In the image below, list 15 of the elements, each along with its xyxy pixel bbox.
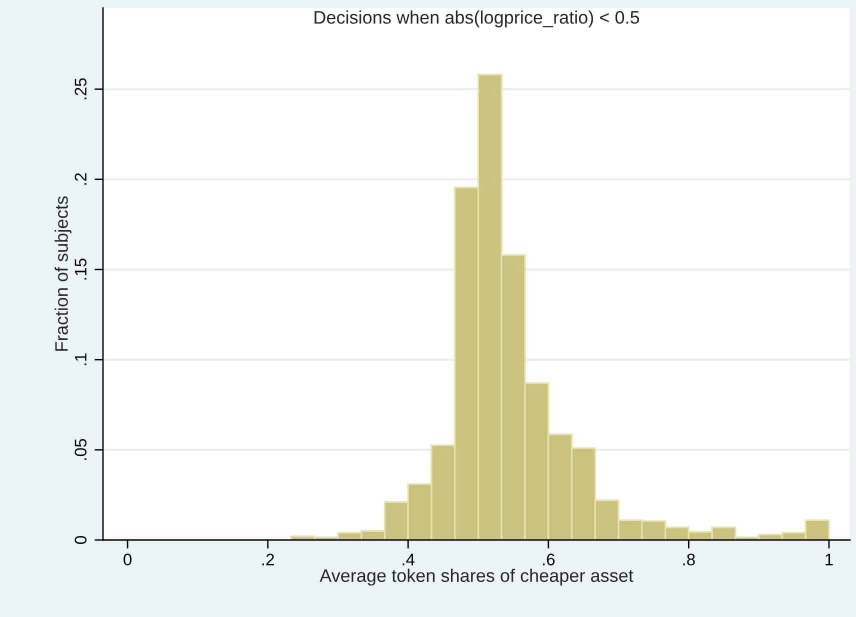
x-tick-label: 1: [826, 554, 833, 566]
y-tick-label: .25: [74, 78, 87, 100]
y-tick-label: .1: [74, 354, 86, 366]
x-tick-label: .8: [683, 554, 695, 566]
y-tick-label: .2: [74, 173, 86, 185]
y-tick-label: .15: [74, 258, 87, 280]
y-tick-label: .05: [74, 438, 87, 460]
x-tick-label: .6: [542, 554, 555, 566]
x-tick-label: .4: [402, 554, 415, 566]
x-tick-label: 0: [124, 554, 132, 566]
chart-title: Decisions when abs(logprice_ratio) < 0.5: [314, 10, 640, 28]
x-axis-title: Average token shares of cheaper asset: [320, 568, 634, 586]
y-axis-title: Fraction of subjects: [54, 196, 72, 351]
y-tick-label: 0: [74, 536, 87, 544]
x-tick-label: .2: [262, 554, 274, 566]
